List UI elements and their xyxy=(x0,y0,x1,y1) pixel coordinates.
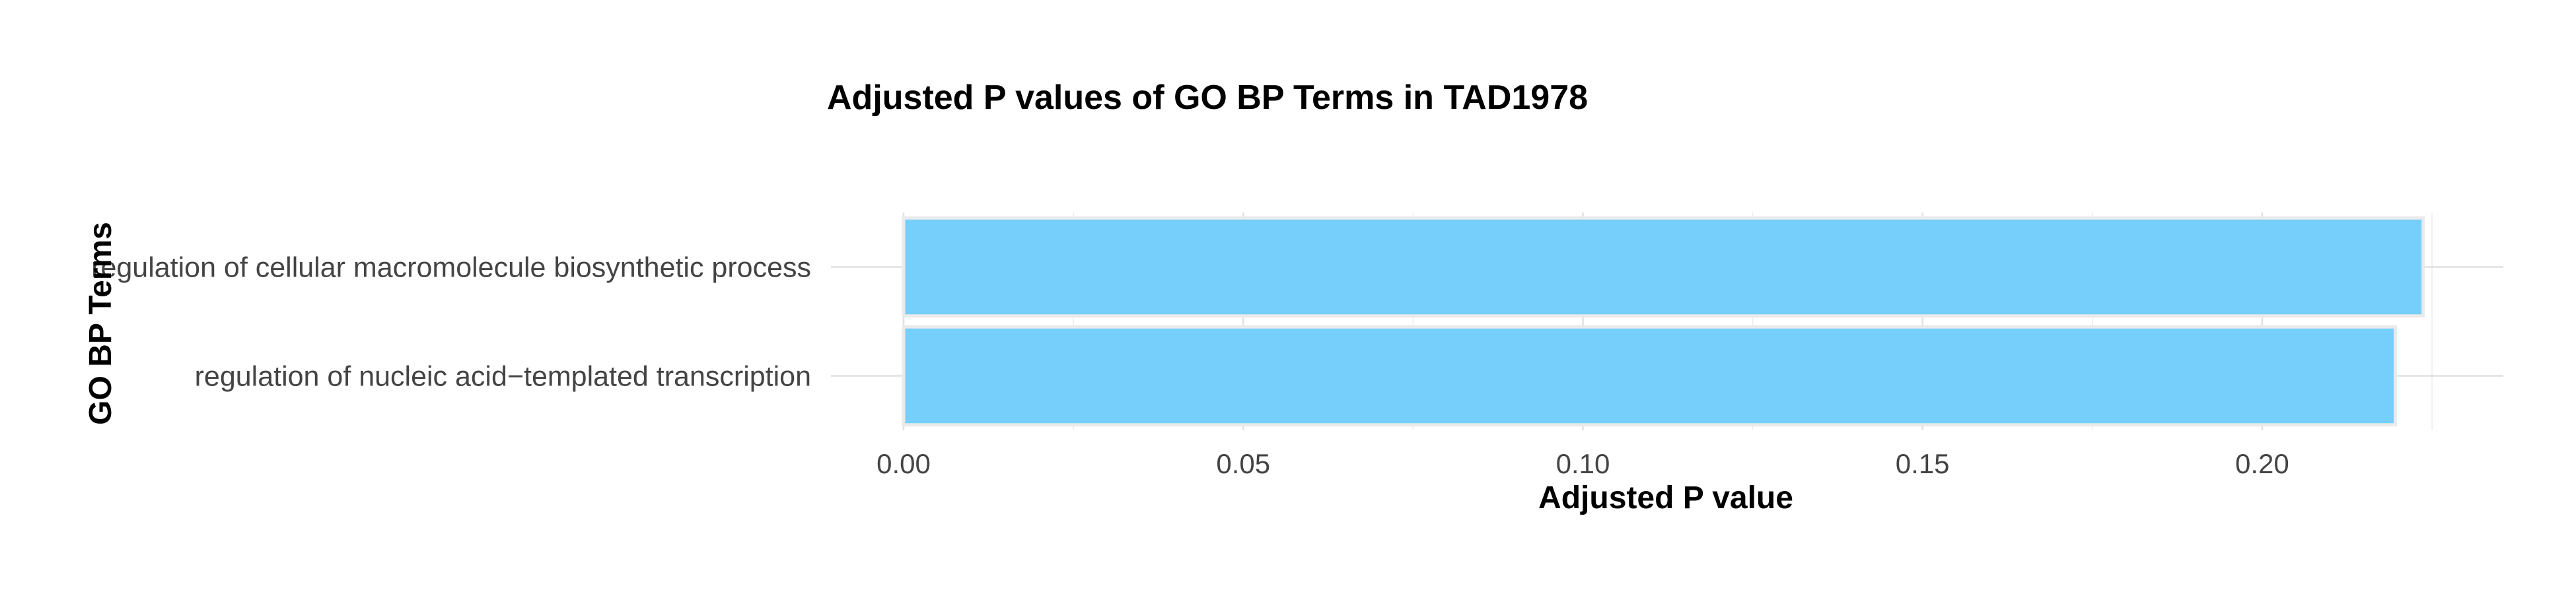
bars xyxy=(902,216,2425,427)
y-axis-title: GO BP Terms xyxy=(83,222,118,425)
x-tick-label: 0.15 xyxy=(1896,448,1950,479)
category-labels: regulation of cellular macromolecule bio… xyxy=(91,252,811,393)
category-label: regulation of cellular macromolecule bio… xyxy=(91,252,811,284)
x-tick-label: 0.05 xyxy=(1216,448,1270,479)
x-tick-label: 0.00 xyxy=(877,448,931,479)
x-tick-label: 0.10 xyxy=(1556,448,1610,479)
x-tick-label: 0.20 xyxy=(2235,448,2289,479)
x-axis-title: Adjusted P value xyxy=(1538,480,1793,515)
category-label: regulation of nucleic acid−templated tra… xyxy=(195,361,811,393)
chart-title: Adjusted P values of GO BP Terms in TAD1… xyxy=(827,79,1588,117)
bar-1 xyxy=(902,216,2425,318)
x-tick-labels: 0.00 0.05 0.10 0.15 0.20 xyxy=(877,448,2289,479)
bar-2 xyxy=(902,325,2397,427)
